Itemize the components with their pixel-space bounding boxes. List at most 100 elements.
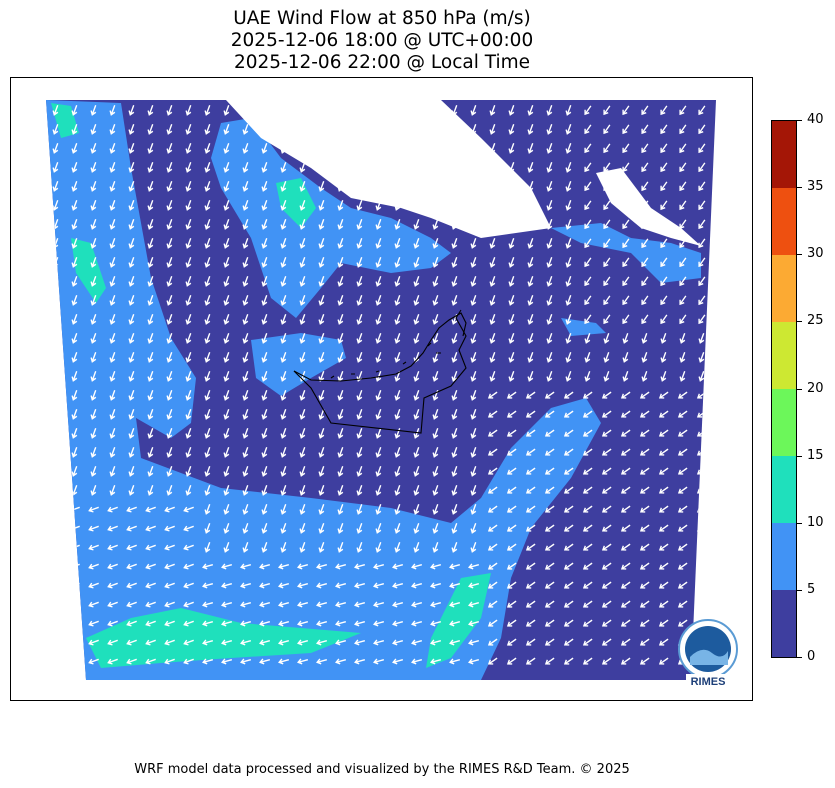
wind-arrow [432,314,439,325]
wind-arrow [337,390,344,401]
wind-arrow [185,219,192,230]
wind-arrow [527,276,534,287]
wind-arrow [71,200,78,211]
wind-arrow [603,162,611,173]
wind-arrow [318,162,325,173]
wind-arrow [88,525,99,532]
wind-arrow [470,238,477,249]
wind-arrow [394,409,401,420]
wind-arrow [565,371,572,382]
wind-arrow [658,543,669,551]
wind-arrow [242,200,249,211]
wind-arrow [318,276,325,287]
wind-arrow [52,200,59,211]
wind-arrow [544,657,555,665]
wind-arrow [489,295,496,306]
wind-arrow [52,390,59,401]
wind-speed-band-10-15-southwest [86,608,361,668]
wind-arrow [660,162,668,173]
wind-arrow [413,466,420,477]
wind-arrow [451,523,458,534]
wind-arrow [489,162,496,173]
wind-arrow [563,467,574,475]
wind-arrow [413,219,420,230]
wind-arrow [527,143,534,154]
wind-arrow [470,257,477,268]
wind-arrow [413,314,420,325]
wind-arrow [451,485,458,496]
wind-arrow [696,524,707,532]
wind-arrow [147,466,154,477]
wind-arrow [52,143,59,154]
wind-arrow [677,467,688,475]
wind-arrow [147,257,154,268]
wind-arrow [603,124,611,135]
wind-arrow [582,600,593,608]
wind-arrow [145,544,156,551]
wind-arrow [658,619,669,627]
wind-arrow [394,143,401,154]
wind-arrow [261,523,268,534]
wind-arrow [375,181,382,192]
wind-arrow [242,409,249,420]
wind-arrow [394,200,401,211]
wind-arrow [337,295,344,306]
wind-arrow [90,295,97,306]
wind-arrow [394,466,401,477]
wind-arrow [508,162,515,173]
wind-arrow [658,638,669,646]
wind-arrow [582,524,593,532]
wind-arrow [639,410,650,418]
wind-arrow [185,276,192,287]
wind-arrow [166,124,173,135]
wind-arrow [375,352,382,363]
wind-arrow [299,295,306,306]
wind-arrow [90,428,97,439]
wind-arrow [69,639,80,646]
wind-arrow [337,447,344,458]
wind-arrow [698,200,706,211]
wind-arrow [204,276,211,287]
wind-arrow [299,124,306,135]
wind-arrow [335,601,347,608]
wind-arrow [52,485,59,496]
wind-arrow [88,563,99,570]
wind-arrow [221,582,233,589]
wind-arrow [356,200,363,211]
wind-arrow [185,143,192,154]
wind-arrow [280,523,287,534]
wind-arrow [278,639,290,646]
wind-arrow [280,143,287,154]
wind-arrow [242,428,249,439]
wind-arrow [698,105,706,116]
wind-arrow [601,391,612,399]
wind-arrow [525,619,536,627]
wind-arrow [375,542,382,553]
wind-arrow [185,162,192,173]
wind-arrow [297,601,309,608]
wind-arrow [563,638,574,646]
wind-arrow [451,409,458,420]
wind-arrow [698,162,706,173]
wind-arrow [470,105,477,116]
wind-arrow [413,504,420,515]
wind-arrow [107,582,118,589]
wind-arrow [620,619,631,627]
wind-arrow [52,333,59,344]
wind-arrow [411,582,423,589]
wind-arrow [584,352,591,363]
wind-arrow [468,601,480,608]
wind-arrow [620,581,631,589]
wind-arrow [223,257,230,268]
wind-arrow [506,524,517,532]
wind-arrow [639,429,650,437]
wind-arrow [316,582,328,589]
wind-arrow [622,314,630,325]
wind-arrow [88,601,99,608]
wind-arrow [299,219,306,230]
wind-arrow [432,295,439,306]
wind-arrow [223,295,230,306]
wind-arrow [470,504,477,515]
wind-arrow [145,620,156,627]
wind-arrow [394,181,401,192]
